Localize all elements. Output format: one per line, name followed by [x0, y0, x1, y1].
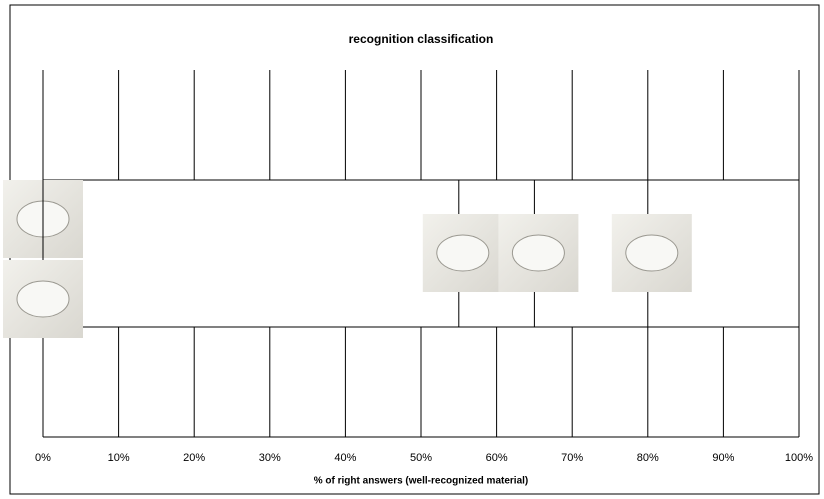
x-tick-label: 100% [785, 452, 813, 464]
x-axis-label: % of right answers (well-recognized mate… [314, 476, 529, 487]
x-tick-label: 70% [561, 452, 583, 464]
chart: recognition classification % of right an… [0, 0, 824, 499]
x-tick-label: 90% [712, 452, 734, 464]
item-object [626, 235, 678, 271]
item-object [437, 235, 489, 271]
x-tick-label: 20% [183, 452, 205, 464]
chart-title: recognition classification [349, 32, 494, 46]
x-tick-label: 30% [259, 452, 281, 464]
x-tick-label: 50% [410, 452, 432, 464]
x-tick-label: 40% [334, 452, 356, 464]
item-object [512, 235, 564, 271]
item-object [17, 281, 69, 317]
x-tick-label: 60% [486, 452, 508, 464]
x-tick-label: 0% [35, 452, 51, 464]
x-tick-label: 80% [637, 452, 659, 464]
x-tick-label: 10% [108, 452, 130, 464]
